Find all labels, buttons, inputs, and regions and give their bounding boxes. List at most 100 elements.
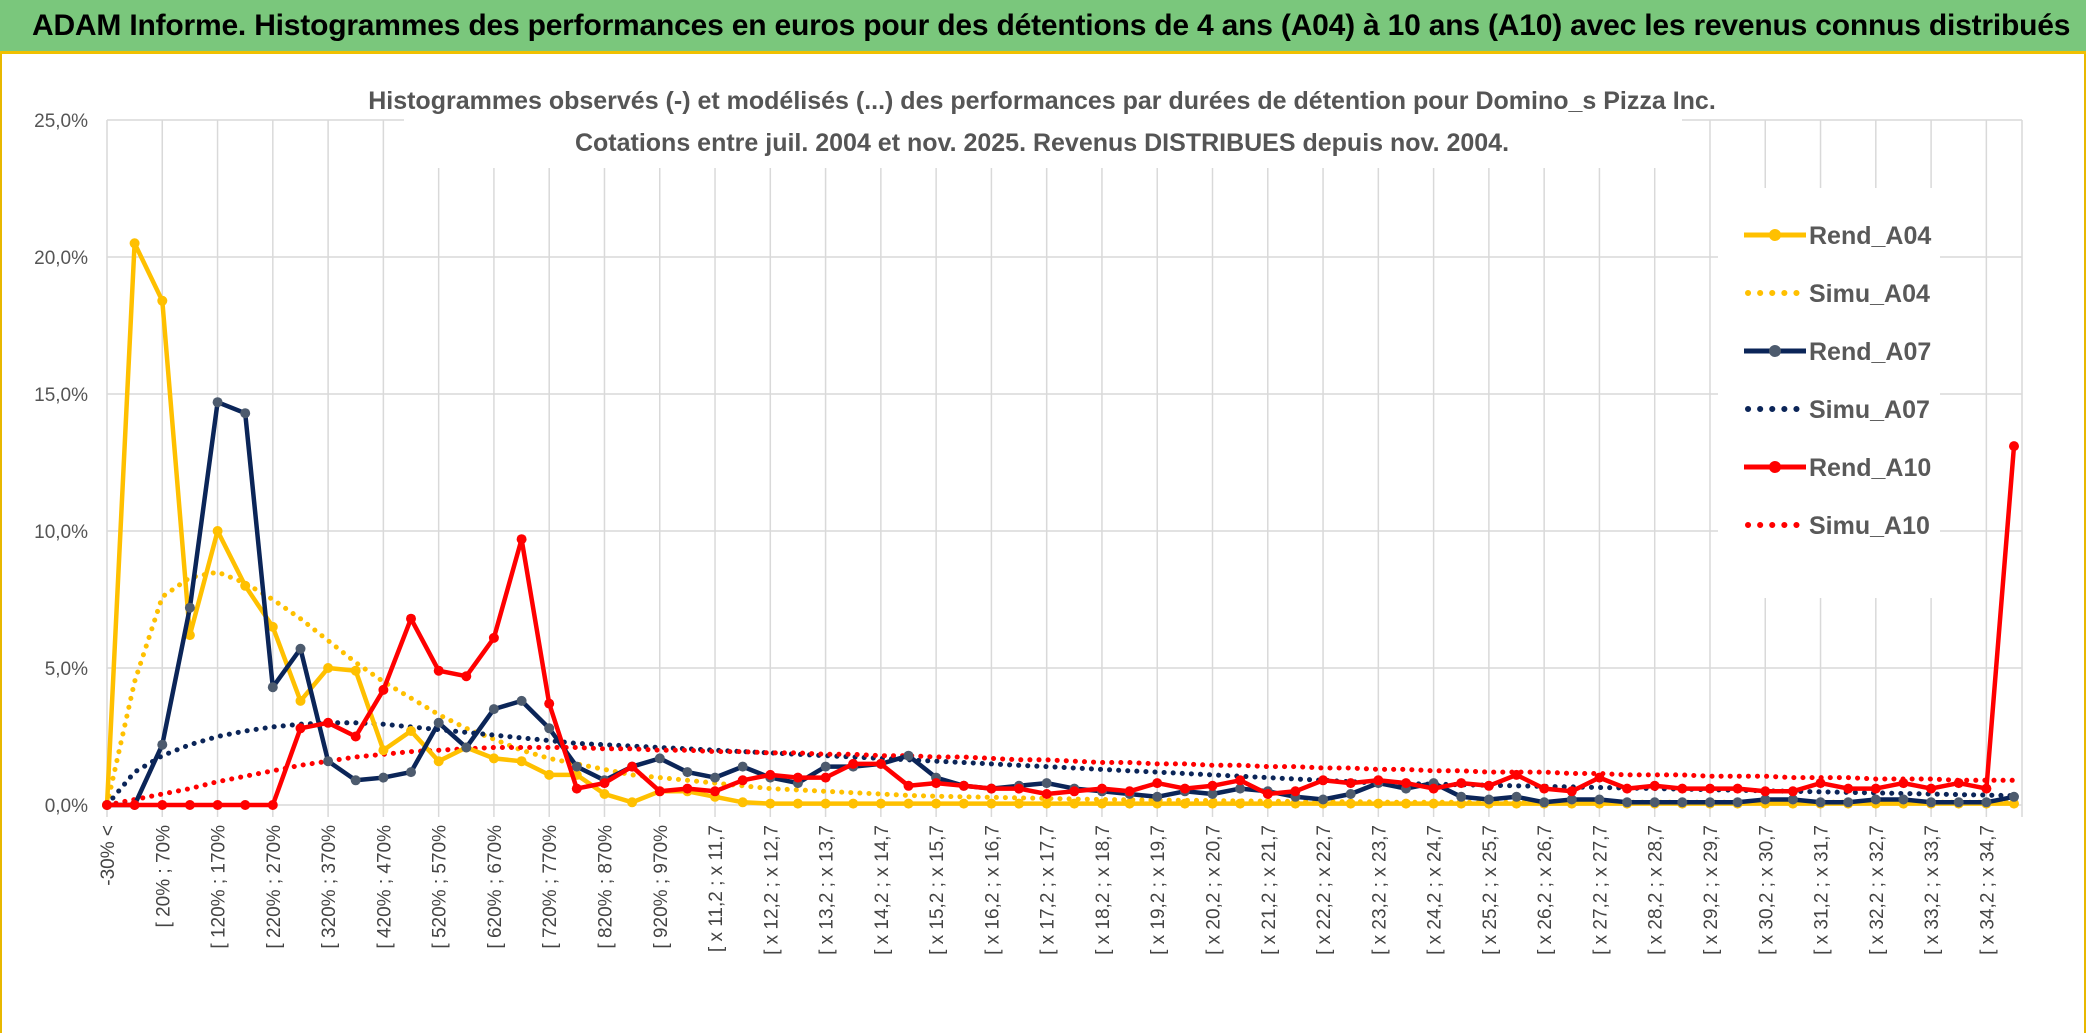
data-point (792, 772, 803, 783)
x-tick-label: [ x 14,2 ; x 14,7 (872, 825, 893, 955)
data-point (406, 726, 416, 736)
data-point (1539, 783, 1550, 794)
data-point (1732, 783, 1743, 794)
data-point (1566, 794, 1577, 805)
x-tick-label: -30% < (98, 825, 119, 886)
data-point (295, 643, 306, 654)
data-point (1870, 783, 1881, 794)
x-tick-label: [ x 24,2 ; x 24,7 (1425, 825, 1446, 955)
x-tick-label: [ x 19,2 ; x 19,7 (1148, 825, 1169, 955)
data-point (820, 772, 831, 783)
data-point (1373, 775, 1384, 786)
data-point (1152, 791, 1163, 802)
legend-label: Simu_A04 (1809, 280, 1930, 308)
data-point (765, 798, 776, 809)
legend-item-Rend_A10: Rend_A10 (1744, 454, 1931, 482)
data-point (654, 753, 665, 764)
data-point (1041, 798, 1052, 809)
data-point (406, 613, 416, 624)
data-point (599, 789, 610, 799)
data-point (1649, 780, 1660, 791)
data-point (931, 798, 942, 809)
series-Simu_A04 (104, 569, 2017, 808)
data-point (1041, 789, 1052, 799)
data-point (2009, 791, 2019, 802)
series-Rend_A10 (102, 441, 2019, 810)
data-point (1760, 786, 1771, 797)
series (102, 238, 2019, 810)
data-point (1401, 798, 1411, 809)
data-point (1097, 783, 1107, 794)
legend-label: Simu_A07 (1809, 396, 1930, 424)
data-point (1179, 798, 1190, 809)
data-point (1511, 791, 1522, 802)
legend-item-Simu_A07: Simu_A07 (1745, 396, 1930, 424)
data-point (1428, 783, 1439, 794)
data-point (903, 798, 914, 809)
x-tick-label: [ x 32,2 ; x 32,7 (1867, 825, 1888, 955)
data-point (212, 526, 223, 536)
data-point (1760, 794, 1771, 805)
x-tick-label: [ x 17,2 ; x 17,7 (1038, 825, 1059, 955)
data-point (958, 798, 969, 809)
data-point (1483, 794, 1494, 805)
x-tick-label: [ x 34,2 ; x 34,7 (1977, 825, 1998, 955)
x-tick-label: [ x 31,2 ; x 31,7 (1812, 825, 1833, 955)
data-point (1511, 769, 1522, 780)
data-point (184, 602, 195, 613)
data-point (599, 778, 610, 789)
page-title: ADAM Informe. Histogrammes des performan… (32, 9, 2071, 42)
data-point (240, 800, 251, 810)
x-tick-label: [ 620% ; 670% (485, 825, 506, 949)
histogram-chart: 0,0% 5,0% 10,0% 15,0% 20,0% 25,0% -30% < [ 20%… (34, 78, 2023, 955)
data-point (157, 800, 168, 810)
data-point (848, 798, 859, 809)
data-point (1401, 778, 1411, 789)
data-point (571, 783, 582, 794)
x-tick-label: [ 720% ; 770% (540, 825, 561, 949)
data-point (1483, 780, 1494, 791)
data-point (1953, 778, 1964, 789)
data-point (1014, 798, 1024, 809)
data-point (1124, 786, 1135, 797)
data-point (1152, 778, 1163, 789)
data-point (1705, 797, 1715, 808)
data-point (931, 778, 942, 789)
data-point (1262, 798, 1273, 809)
data-point (1787, 794, 1798, 805)
data-point (1207, 789, 1218, 799)
data-point (129, 800, 140, 810)
data-point (1235, 775, 1246, 786)
x-tick-label: [ x 11,2 ; x 11,7 (706, 825, 727, 952)
data-point (1069, 786, 1080, 797)
data-point (1732, 797, 1743, 808)
data-point (1539, 797, 1550, 808)
data-point (1345, 798, 1356, 809)
data-point (1235, 783, 1246, 794)
x-tick-label: [ x 27,2 ; x 27,7 (1590, 825, 1611, 955)
legend-background (1718, 188, 1940, 598)
data-point (820, 798, 831, 809)
data-point (157, 739, 168, 750)
data-point (1981, 797, 1992, 808)
x-tick-label: [ x 30,2 ; x 30,7 (1756, 825, 1777, 955)
y-tick-label: 25,0% (34, 111, 88, 132)
data-point (1815, 778, 1826, 789)
data-point (461, 671, 472, 682)
data-point (682, 783, 693, 794)
data-point (1041, 778, 1052, 789)
data-point (488, 753, 499, 764)
data-point (1235, 798, 1246, 809)
data-point (875, 798, 886, 809)
legend: Rend_A04 Simu_A04 Rend_A07 Simu_A07 Rend_A10… (1718, 188, 1940, 598)
legend-item-Simu_A10: Simu_A10 (1745, 512, 1930, 540)
data-point (1843, 783, 1854, 794)
data-point (323, 717, 334, 728)
data-point (378, 684, 389, 695)
x-axis-ticks: -30% < [ 20% ; 70% [ 120% ; 170% [ 220% ; 2… (98, 825, 1998, 955)
chart-frame: 0,0% 5,0% 10,0% 15,0% 20,0% 25,0% -30% < [ 20%… (0, 54, 2086, 1033)
data-point (1953, 797, 1964, 808)
data-point (1981, 783, 1992, 794)
data-point (516, 756, 527, 767)
legend-marker (1769, 345, 1781, 357)
